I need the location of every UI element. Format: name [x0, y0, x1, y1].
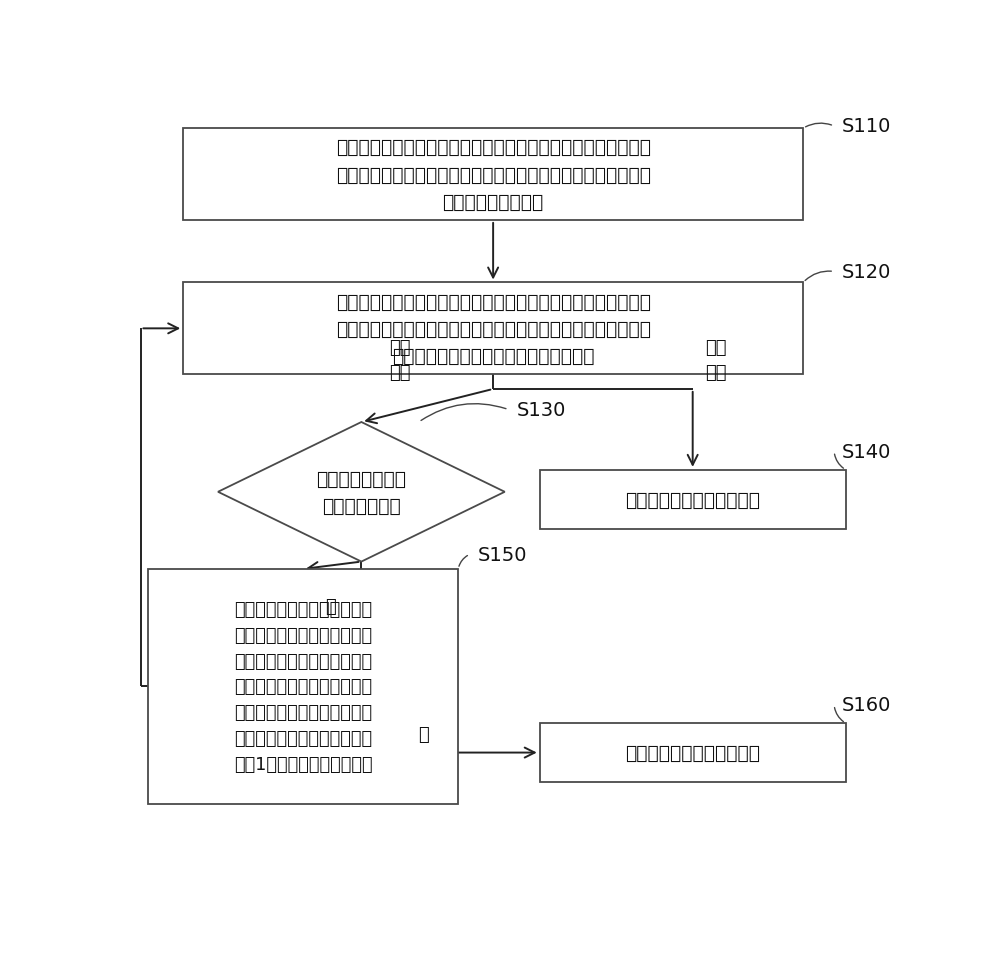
Text: 校验
成功: 校验 成功 — [389, 338, 411, 381]
Text: 校验
失败: 校验 失败 — [705, 338, 727, 381]
Text: 判断当前嵌套层数
是否为至少两层: 判断当前嵌套层数 是否为至少两层 — [316, 469, 406, 516]
FancyBboxPatch shape — [148, 569, 458, 804]
Text: 否: 否 — [418, 725, 429, 743]
Text: S120: S120 — [842, 263, 891, 282]
Polygon shape — [218, 422, 505, 562]
Text: S160: S160 — [842, 696, 891, 715]
Text: 根据当前嵌套层数，确定当前目标弹幕数据中的当前嵌套数据，
并调用存储当前嵌套数据的当前嵌套对象中的标识符校验函数，
对当前嵌套数据中的标识符数量进行校验: 根据当前嵌套层数，确定当前目标弹幕数据中的当前嵌套数据， 并调用存储当前嵌套数据… — [336, 293, 651, 366]
FancyBboxPatch shape — [183, 283, 803, 375]
Text: 调用存储当前目标弹幕数据的
当前弹幕数据对象中的字符串
替换函数，将当前目标弹幕数
据中的当前嵌套数据替换为预
设完整字符串，以更新当前目
标弹幕数据，且将当前: 调用存储当前目标弹幕数据的 当前弹幕数据对象中的字符串 替换函数，将当前目标弹幕… — [234, 600, 373, 773]
Text: S150: S150 — [478, 545, 527, 564]
Text: 确定目标弹幕数据校验失败: 确定目标弹幕数据校验失败 — [625, 490, 760, 509]
FancyBboxPatch shape — [540, 470, 846, 529]
Text: 是: 是 — [325, 597, 336, 615]
Text: S110: S110 — [842, 117, 891, 136]
Text: S140: S140 — [842, 442, 891, 461]
Text: 获取预设字符串嵌套结构的目标弹幕数据，并将目标弹幕数据作
为当前目标弹幕数据，将预设字符串嵌套结构对应的预设嵌套层
数作为当前嵌套层数: 获取预设字符串嵌套结构的目标弹幕数据，并将目标弹幕数据作 为当前目标弹幕数据，将… — [336, 138, 651, 212]
FancyBboxPatch shape — [183, 129, 803, 221]
FancyBboxPatch shape — [540, 723, 846, 782]
Text: 确定目标弹幕数据校验成功: 确定目标弹幕数据校验成功 — [625, 743, 760, 762]
Text: S130: S130 — [516, 400, 566, 419]
